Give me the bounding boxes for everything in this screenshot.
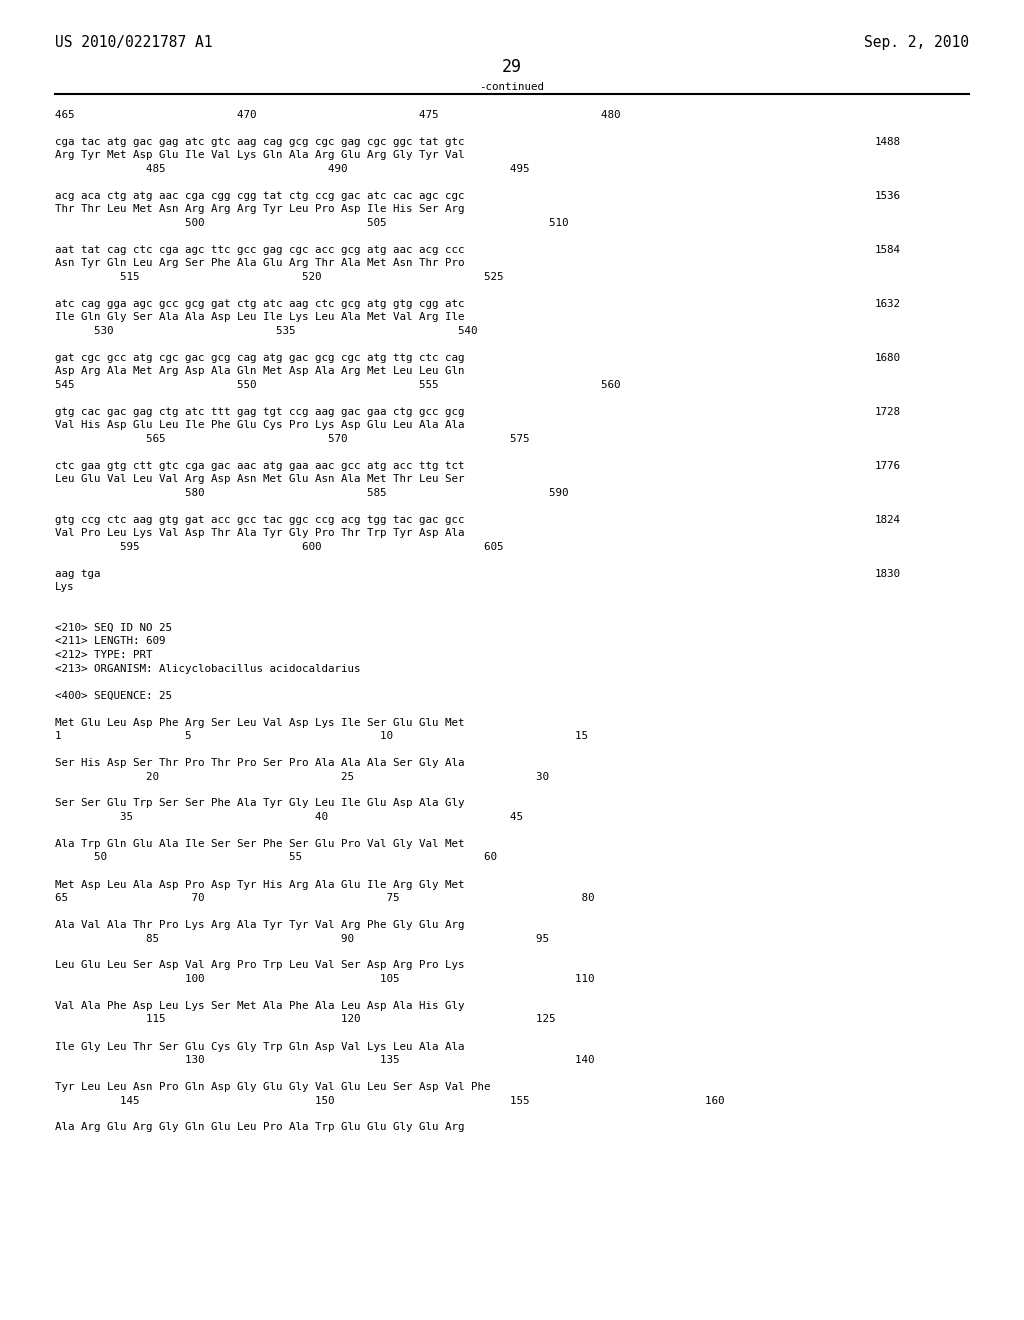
Text: 1632: 1632	[874, 300, 901, 309]
Text: 50                            55                            60: 50 55 60	[55, 853, 497, 862]
Text: 1488: 1488	[874, 137, 901, 147]
Text: <210> SEQ ID NO 25: <210> SEQ ID NO 25	[55, 623, 172, 634]
Text: Tyr Leu Leu Asn Pro Gln Asp Gly Glu Gly Val Glu Leu Ser Asp Val Phe: Tyr Leu Leu Asn Pro Gln Asp Gly Glu Gly …	[55, 1082, 490, 1092]
Text: Asn Tyr Gln Leu Arg Ser Phe Ala Glu Arg Thr Ala Met Asn Thr Pro: Asn Tyr Gln Leu Arg Ser Phe Ala Glu Arg …	[55, 259, 465, 268]
Text: gtg cac gac gag ctg atc ttt gag tgt ccg aag gac gaa ctg gcc gcg: gtg cac gac gag ctg atc ttt gag tgt ccg …	[55, 407, 465, 417]
Text: 145                           150                           155                 : 145 150 155	[55, 1096, 725, 1106]
Text: 85                            90                            95: 85 90 95	[55, 933, 549, 944]
Text: 1                   5                             10                            : 1 5 10	[55, 731, 588, 741]
Text: 485                         490                         495: 485 490 495	[55, 164, 529, 174]
Text: Met Glu Leu Asp Phe Arg Ser Leu Val Asp Lys Ile Ser Glu Glu Met: Met Glu Leu Asp Phe Arg Ser Leu Val Asp …	[55, 718, 465, 727]
Text: 1680: 1680	[874, 352, 901, 363]
Text: <213> ORGANISM: Alicyclobacillus acidocaldarius: <213> ORGANISM: Alicyclobacillus acidoca…	[55, 664, 360, 673]
Text: atc cag gga agc gcc gcg gat ctg atc aag ctc gcg atg gtg cgg atc: atc cag gga agc gcc gcg gat ctg atc aag …	[55, 300, 465, 309]
Text: 100                           105                           110: 100 105 110	[55, 974, 595, 983]
Text: 115                           120                           125: 115 120 125	[55, 1015, 555, 1024]
Text: 595                         600                         605: 595 600 605	[55, 543, 504, 552]
Text: gat cgc gcc atg cgc gac gcg cag atg gac gcg cgc atg ttg ctc cag: gat cgc gcc atg cgc gac gcg cag atg gac …	[55, 352, 465, 363]
Text: -continued: -continued	[479, 82, 545, 92]
Text: 545                         550                         555                     : 545 550 555	[55, 380, 621, 389]
Text: 465                         470                         475                     : 465 470 475	[55, 110, 621, 120]
Text: 580                         585                         590: 580 585 590	[55, 488, 568, 498]
Text: 130                           135                           140: 130 135 140	[55, 1055, 595, 1065]
Text: 65                   70                            75                           : 65 70 75	[55, 894, 595, 903]
Text: 20                            25                            30: 20 25 30	[55, 771, 549, 781]
Text: 500                         505                         510: 500 505 510	[55, 218, 568, 228]
Text: <211> LENGTH: 609: <211> LENGTH: 609	[55, 636, 166, 647]
Text: aat tat cag ctc cga agc ttc gcc gag cgc acc gcg atg aac acg ccc: aat tat cag ctc cga agc ttc gcc gag cgc …	[55, 246, 465, 255]
Text: 1584: 1584	[874, 246, 901, 255]
Text: Lys: Lys	[55, 582, 75, 593]
Text: 1830: 1830	[874, 569, 901, 579]
Text: gtg ccg ctc aag gtg gat acc gcc tac ggc ccg acg tgg tac gac gcc: gtg ccg ctc aag gtg gat acc gcc tac ggc …	[55, 515, 465, 525]
Text: aag tga: aag tga	[55, 569, 100, 579]
Text: Ile Gly Leu Thr Ser Glu Cys Gly Trp Gln Asp Val Lys Leu Ala Ala: Ile Gly Leu Thr Ser Glu Cys Gly Trp Gln …	[55, 1041, 465, 1052]
Text: Leu Glu Val Leu Val Arg Asp Asn Met Glu Asn Ala Met Thr Leu Ser: Leu Glu Val Leu Val Arg Asp Asn Met Glu …	[55, 474, 465, 484]
Text: Ala Arg Glu Arg Gly Gln Glu Leu Pro Ala Trp Glu Glu Gly Glu Arg: Ala Arg Glu Arg Gly Gln Glu Leu Pro Ala …	[55, 1122, 465, 1133]
Text: Leu Glu Leu Ser Asp Val Arg Pro Trp Leu Val Ser Asp Arg Pro Lys: Leu Glu Leu Ser Asp Val Arg Pro Trp Leu …	[55, 961, 465, 970]
Text: 29: 29	[502, 58, 522, 77]
Text: Val Ala Phe Asp Leu Lys Ser Met Ala Phe Ala Leu Asp Ala His Gly: Val Ala Phe Asp Leu Lys Ser Met Ala Phe …	[55, 1001, 465, 1011]
Text: US 2010/0221787 A1: US 2010/0221787 A1	[55, 36, 213, 50]
Text: 1536: 1536	[874, 191, 901, 201]
Text: Ala Trp Gln Glu Ala Ile Ser Ser Phe Ser Glu Pro Val Gly Val Met: Ala Trp Gln Glu Ala Ile Ser Ser Phe Ser …	[55, 840, 465, 849]
Text: 515                         520                         525: 515 520 525	[55, 272, 504, 282]
Text: Met Asp Leu Ala Asp Pro Asp Tyr His Arg Ala Glu Ile Arg Gly Met: Met Asp Leu Ala Asp Pro Asp Tyr His Arg …	[55, 879, 465, 890]
Text: Ala Val Ala Thr Pro Lys Arg Ala Tyr Tyr Val Arg Phe Gly Glu Arg: Ala Val Ala Thr Pro Lys Arg Ala Tyr Tyr …	[55, 920, 465, 931]
Text: <212> TYPE: PRT: <212> TYPE: PRT	[55, 649, 153, 660]
Text: Thr Thr Leu Met Asn Arg Arg Arg Tyr Leu Pro Asp Ile His Ser Arg: Thr Thr Leu Met Asn Arg Arg Arg Tyr Leu …	[55, 205, 465, 214]
Text: 530                         535                         540: 530 535 540	[55, 326, 477, 337]
Text: Ser Ser Glu Trp Ser Ser Phe Ala Tyr Gly Leu Ile Glu Asp Ala Gly: Ser Ser Glu Trp Ser Ser Phe Ala Tyr Gly …	[55, 799, 465, 808]
Text: Ser His Asp Ser Thr Pro Thr Pro Ser Pro Ala Ala Ala Ser Gly Ala: Ser His Asp Ser Thr Pro Thr Pro Ser Pro …	[55, 758, 465, 768]
Text: cga tac atg gac gag atc gtc aag cag gcg cgc gag cgc ggc tat gtc: cga tac atg gac gag atc gtc aag cag gcg …	[55, 137, 465, 147]
Text: Sep. 2, 2010: Sep. 2, 2010	[864, 36, 969, 50]
Text: 1728: 1728	[874, 407, 901, 417]
Text: Arg Tyr Met Asp Glu Ile Val Lys Gln Ala Arg Glu Arg Gly Tyr Val: Arg Tyr Met Asp Glu Ile Val Lys Gln Ala …	[55, 150, 465, 161]
Text: <400> SEQUENCE: 25: <400> SEQUENCE: 25	[55, 690, 172, 701]
Text: Asp Arg Ala Met Arg Asp Ala Gln Met Asp Ala Arg Met Leu Leu Gln: Asp Arg Ala Met Arg Asp Ala Gln Met Asp …	[55, 367, 465, 376]
Text: 35                            40                            45: 35 40 45	[55, 812, 523, 822]
Text: ctc gaa gtg ctt gtc cga gac aac atg gaa aac gcc atg acc ttg tct: ctc gaa gtg ctt gtc cga gac aac atg gaa …	[55, 461, 465, 471]
Text: 565                         570                         575: 565 570 575	[55, 434, 529, 444]
Text: 1824: 1824	[874, 515, 901, 525]
Text: Val His Asp Glu Leu Ile Phe Glu Cys Pro Lys Asp Glu Leu Ala Ala: Val His Asp Glu Leu Ile Phe Glu Cys Pro …	[55, 421, 465, 430]
Text: acg aca ctg atg aac cga cgg cgg tat ctg ccg gac atc cac agc cgc: acg aca ctg atg aac cga cgg cgg tat ctg …	[55, 191, 465, 201]
Text: Ile Gln Gly Ser Ala Ala Asp Leu Ile Lys Leu Ala Met Val Arg Ile: Ile Gln Gly Ser Ala Ala Asp Leu Ile Lys …	[55, 313, 465, 322]
Text: Val Pro Leu Lys Val Asp Thr Ala Tyr Gly Pro Thr Trp Tyr Asp Ala: Val Pro Leu Lys Val Asp Thr Ala Tyr Gly …	[55, 528, 465, 539]
Text: 1776: 1776	[874, 461, 901, 471]
